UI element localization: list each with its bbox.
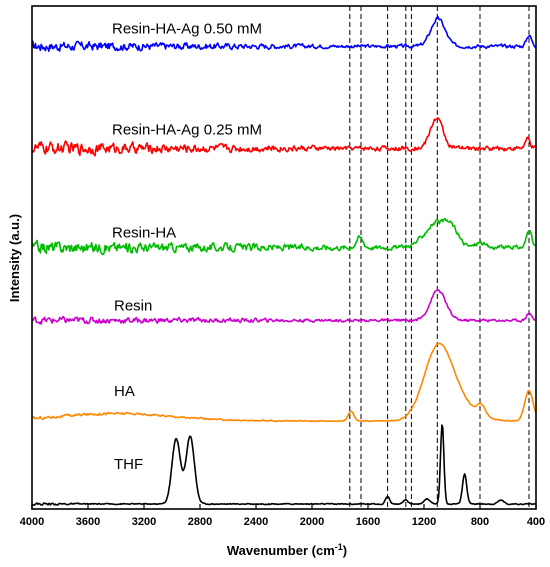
series-labels: Resin-HA-Ag 0.50 mM Resin-HA-Ag 0.25 mM Re… (112, 21, 262, 473)
x-tick-label-800: 800 (471, 516, 489, 528)
series-label-0: Resin-HA-Ag 0.50 mM (112, 21, 262, 38)
series-line-4 (31, 342, 537, 423)
series-label-2: Resin-HA (112, 224, 176, 241)
series-label-5: THF (114, 456, 143, 473)
series-line-3 (31, 289, 537, 325)
series-line-0 (31, 15, 537, 52)
series-line-2 (31, 218, 537, 256)
x-tick-label-2000: 2000 (300, 516, 324, 528)
plot-frame (31, 5, 537, 510)
x-tick-label-400: 400 (527, 516, 545, 528)
series-label-1: Resin-HA-Ag 0.25 mM (112, 121, 262, 138)
x-axis-title: Wavenumber (cm-1) (227, 542, 347, 558)
series-group (31, 15, 537, 506)
series-label-3: Resin (114, 297, 152, 314)
x-tick-label-4000: 4000 (20, 516, 44, 528)
x-tick-label-1600: 1600 (356, 516, 380, 528)
x-tick-label-3200: 3200 (132, 516, 156, 528)
x-tick-label-1200: 1200 (412, 516, 436, 528)
reference-lines (349, 6, 530, 509)
series-label-4: HA (114, 383, 135, 400)
series-line-1 (31, 117, 537, 157)
y-axis-title: Intensity (a.u.) (7, 214, 22, 302)
series-line-5 (31, 424, 537, 506)
x-tick-label-2400: 2400 (244, 516, 268, 528)
x-axis: 4000 3600 3200 2800 2400 2000 1600 1200 800 400 (20, 504, 545, 528)
x-tick-label-3600: 3600 (76, 516, 100, 528)
x-tick-label-2800: 2800 (188, 516, 212, 528)
